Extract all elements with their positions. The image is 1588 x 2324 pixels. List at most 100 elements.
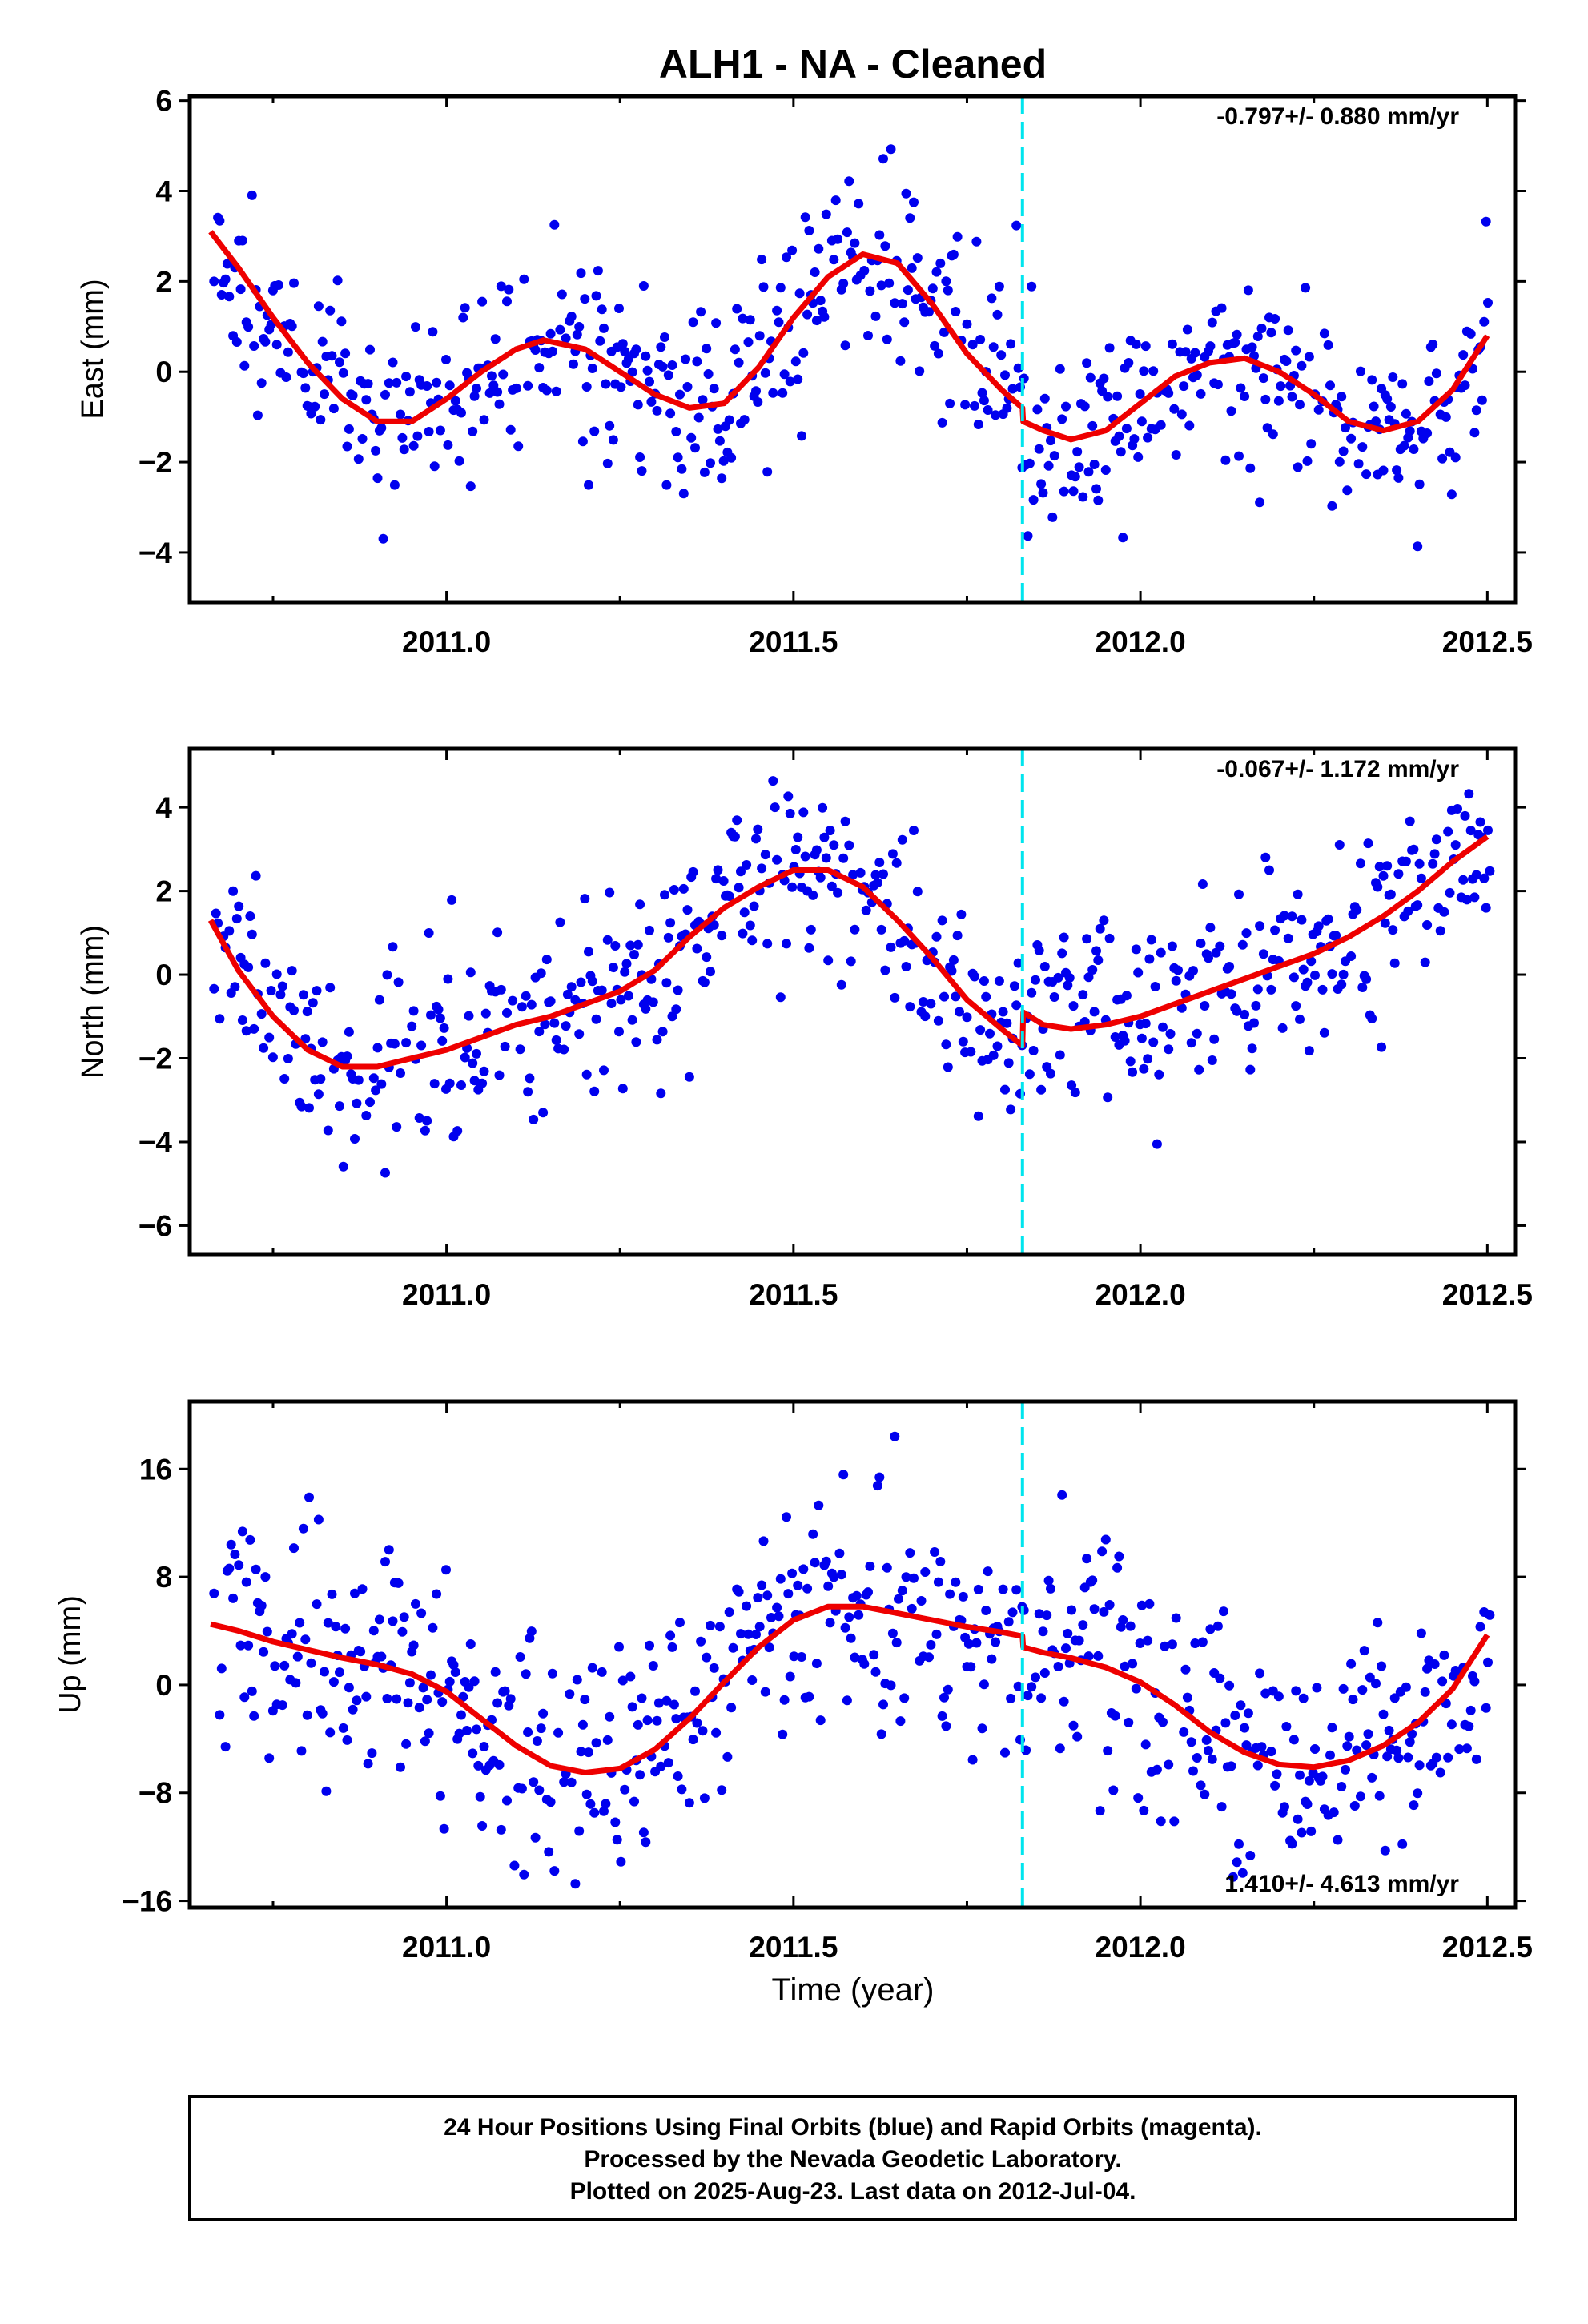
data-point [909, 1573, 919, 1583]
data-point [1237, 939, 1248, 950]
data-point [718, 456, 729, 466]
data-point [1485, 866, 1495, 876]
data-point [1055, 1050, 1065, 1060]
data-point [1329, 1807, 1339, 1818]
data-point [718, 876, 729, 886]
data-point [1039, 393, 1050, 404]
data-point [1087, 965, 1098, 975]
data-point [652, 405, 662, 416]
data-point [785, 376, 795, 387]
data-point [1465, 826, 1476, 836]
data-point [1458, 350, 1469, 360]
data-point [1171, 1613, 1181, 1623]
data-point [616, 995, 626, 1005]
data-point [1356, 366, 1365, 376]
data-point [378, 533, 388, 544]
data-point [617, 339, 628, 349]
data-point [1337, 979, 1347, 990]
data-point [1361, 469, 1372, 480]
data-point [215, 1710, 225, 1720]
data-point [1087, 420, 1098, 431]
data-point [933, 348, 943, 359]
data-point [1437, 453, 1448, 464]
data-point [872, 1481, 882, 1491]
data-point [876, 280, 886, 291]
data-point [1188, 966, 1198, 976]
data-point [584, 947, 593, 957]
data-point [677, 1784, 687, 1795]
data-point [933, 1577, 943, 1587]
data-point [1243, 1708, 1253, 1719]
data-point [1205, 1624, 1216, 1634]
data-point [804, 943, 814, 953]
data-point [365, 344, 375, 355]
data-point [1342, 1741, 1353, 1751]
data-point [1240, 1723, 1250, 1733]
data-point [855, 867, 866, 878]
data-point [952, 931, 963, 941]
data-point [388, 357, 398, 368]
data-point [762, 939, 773, 949]
data-point [754, 331, 765, 341]
data-point [1135, 1638, 1145, 1648]
data-point [709, 1663, 719, 1673]
data-point [1099, 1606, 1109, 1617]
data-point [521, 1669, 531, 1679]
data-point [1237, 1868, 1248, 1878]
data-point [886, 144, 896, 155]
data-point [1139, 1063, 1149, 1074]
data-point [396, 1068, 405, 1078]
data-point [316, 1074, 326, 1084]
data-point [734, 1586, 744, 1597]
data-point [363, 379, 373, 389]
data-point [1270, 1780, 1280, 1791]
data-point [363, 1759, 373, 1769]
data-point [279, 1660, 290, 1671]
data-point [251, 1564, 261, 1574]
data-point [631, 344, 641, 355]
data-point [361, 1111, 372, 1120]
data-point [1302, 1799, 1313, 1809]
data-point [589, 426, 600, 436]
data-point [808, 890, 818, 900]
data-point [1152, 1139, 1162, 1149]
data-point [426, 1010, 436, 1020]
data-point [342, 441, 352, 452]
data-point [298, 990, 308, 1000]
data-point [416, 1040, 427, 1051]
data-point [1072, 1731, 1083, 1742]
data-point [313, 1089, 324, 1100]
data-point [1133, 967, 1144, 978]
data-point [800, 851, 810, 862]
data-point [1338, 1683, 1349, 1694]
data-point [1399, 440, 1409, 451]
data-point [1215, 1673, 1225, 1683]
data-point [1083, 1651, 1094, 1662]
x-tick-label: 2012.5 [1442, 625, 1533, 658]
data-point [249, 1711, 259, 1721]
data-point [389, 1039, 400, 1049]
data-point [941, 1721, 951, 1731]
data-point [1003, 1058, 1014, 1068]
data-point [1420, 957, 1430, 967]
data-point [553, 1727, 564, 1738]
data-point [361, 1691, 372, 1702]
data-point [325, 305, 336, 316]
data-point [1234, 451, 1244, 461]
data-point [905, 1548, 915, 1558]
data-point [728, 1642, 738, 1653]
data-point [633, 400, 643, 410]
data-point [764, 1642, 774, 1653]
data-point [757, 1580, 767, 1590]
data-point [1270, 925, 1280, 935]
data-point [671, 1714, 681, 1724]
data-point [1266, 328, 1276, 338]
data-point [766, 1613, 776, 1622]
data-point [1049, 992, 1059, 1002]
data-point [724, 1607, 734, 1618]
data-point [882, 334, 892, 344]
data-point [1460, 810, 1470, 821]
data-point [1397, 1839, 1408, 1849]
data-point [411, 1598, 420, 1609]
data-point [468, 426, 478, 436]
